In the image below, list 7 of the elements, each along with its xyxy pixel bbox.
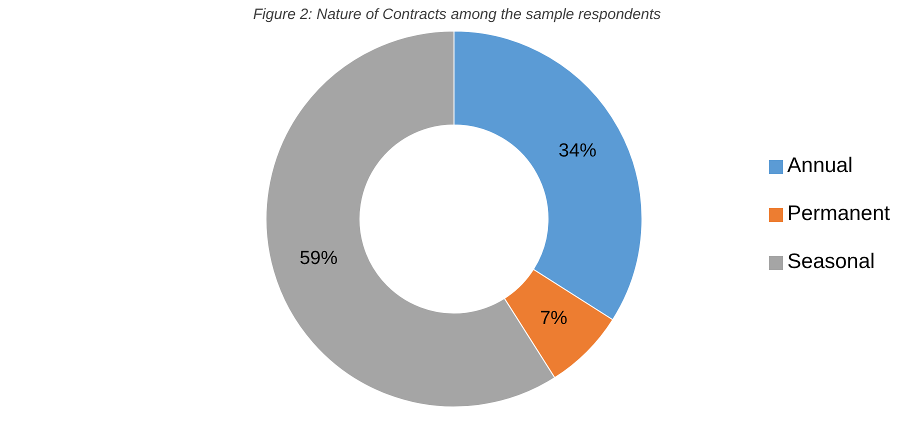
data-label: 34% [558,140,597,162]
legend-label: Permanent [787,202,890,224]
legend-label: Seasonal [787,250,875,272]
chart-title: Figure 2: Nature of Contracts among the sample respondents [252,6,662,23]
data-label: 7% [540,308,568,330]
data-label: 59% [300,248,338,269]
legend-label: Annual [787,154,853,176]
